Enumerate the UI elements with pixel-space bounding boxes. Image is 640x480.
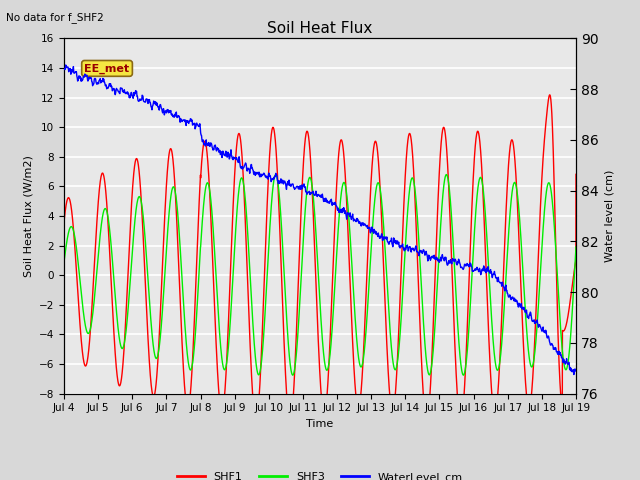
Text: EE_met: EE_met <box>84 63 130 73</box>
Y-axis label: Soil Heat Flux (W/m2): Soil Heat Flux (W/m2) <box>23 155 33 277</box>
X-axis label: Time: Time <box>307 419 333 429</box>
Legend: SHF1, SHF3, WaterLevel_cm: SHF1, SHF3, WaterLevel_cm <box>172 468 468 480</box>
Y-axis label: Water level (cm): Water level (cm) <box>604 170 614 262</box>
Text: No data for f_SHF2: No data for f_SHF2 <box>6 12 104 23</box>
Title: Soil Heat Flux: Soil Heat Flux <box>268 21 372 36</box>
